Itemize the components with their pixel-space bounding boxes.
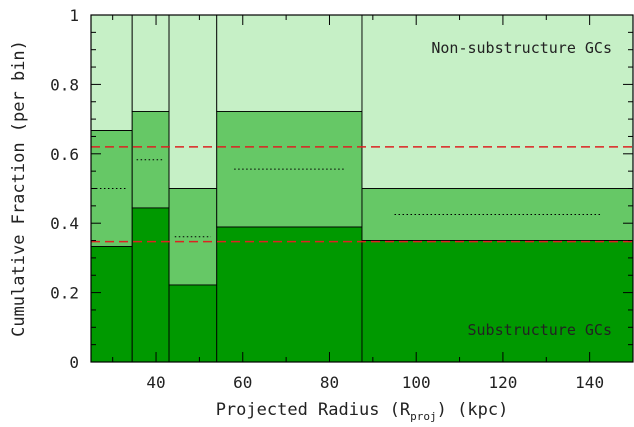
x-tick-label: 120	[488, 373, 517, 392]
reference-lines	[91, 146, 633, 243]
bin-4-dark-segment	[361, 240, 634, 363]
bin-2-dark-segment	[168, 284, 218, 363]
bars	[90, 14, 634, 363]
y-axis-label: Cumulative Fraction (per bin)	[9, 40, 29, 337]
tick-labels: 40 60 80 100 120 140 0 0.2 0.4 0.6 0.8 1	[50, 6, 604, 392]
bin-1-mid-segment	[131, 111, 170, 209]
x-axis-label-suffix: ) (kpc)	[437, 400, 509, 420]
y-tick-label: 0.4	[50, 214, 79, 233]
x-tick-label: 100	[402, 373, 431, 392]
y-tick-label: 1	[69, 6, 79, 25]
bin-1-dark-segment	[131, 207, 170, 363]
bin-1-light-segment	[131, 14, 170, 112]
x-tick-label: 60	[233, 373, 252, 392]
x-tick-label: 40	[146, 373, 165, 392]
bin-0-dark-segment	[90, 245, 133, 363]
bin-4-light-segment	[361, 14, 634, 189]
x-tick-label: 140	[575, 373, 604, 392]
y-tick-label: 0.8	[50, 75, 79, 94]
bin-3-light-segment	[216, 14, 363, 112]
x-axis-label: Projected Radius (Rproj) (kpc)	[216, 400, 509, 423]
annotation-substructure: Substructure GCs	[468, 321, 613, 339]
y-tick-label: 0.2	[50, 284, 79, 303]
bin-2-mid-segment	[168, 188, 218, 286]
x-axis-label-subscript: proj	[410, 410, 437, 423]
ticks	[91, 14, 634, 363]
median-lines	[95, 159, 601, 238]
x-axis-label-main: Projected Radius (R	[216, 400, 411, 420]
x-tick-label: 80	[320, 373, 339, 392]
annotation-non-substructure: Non-substructure GCs	[431, 39, 612, 57]
bin-3-mid-segment	[216, 111, 363, 228]
bin-0-light-segment	[90, 14, 133, 132]
y-tick-label: 0.6	[50, 145, 79, 164]
y-tick-label: 0	[69, 353, 79, 372]
bin-3-dark-segment	[216, 226, 363, 363]
bin-2-light-segment	[168, 14, 218, 189]
